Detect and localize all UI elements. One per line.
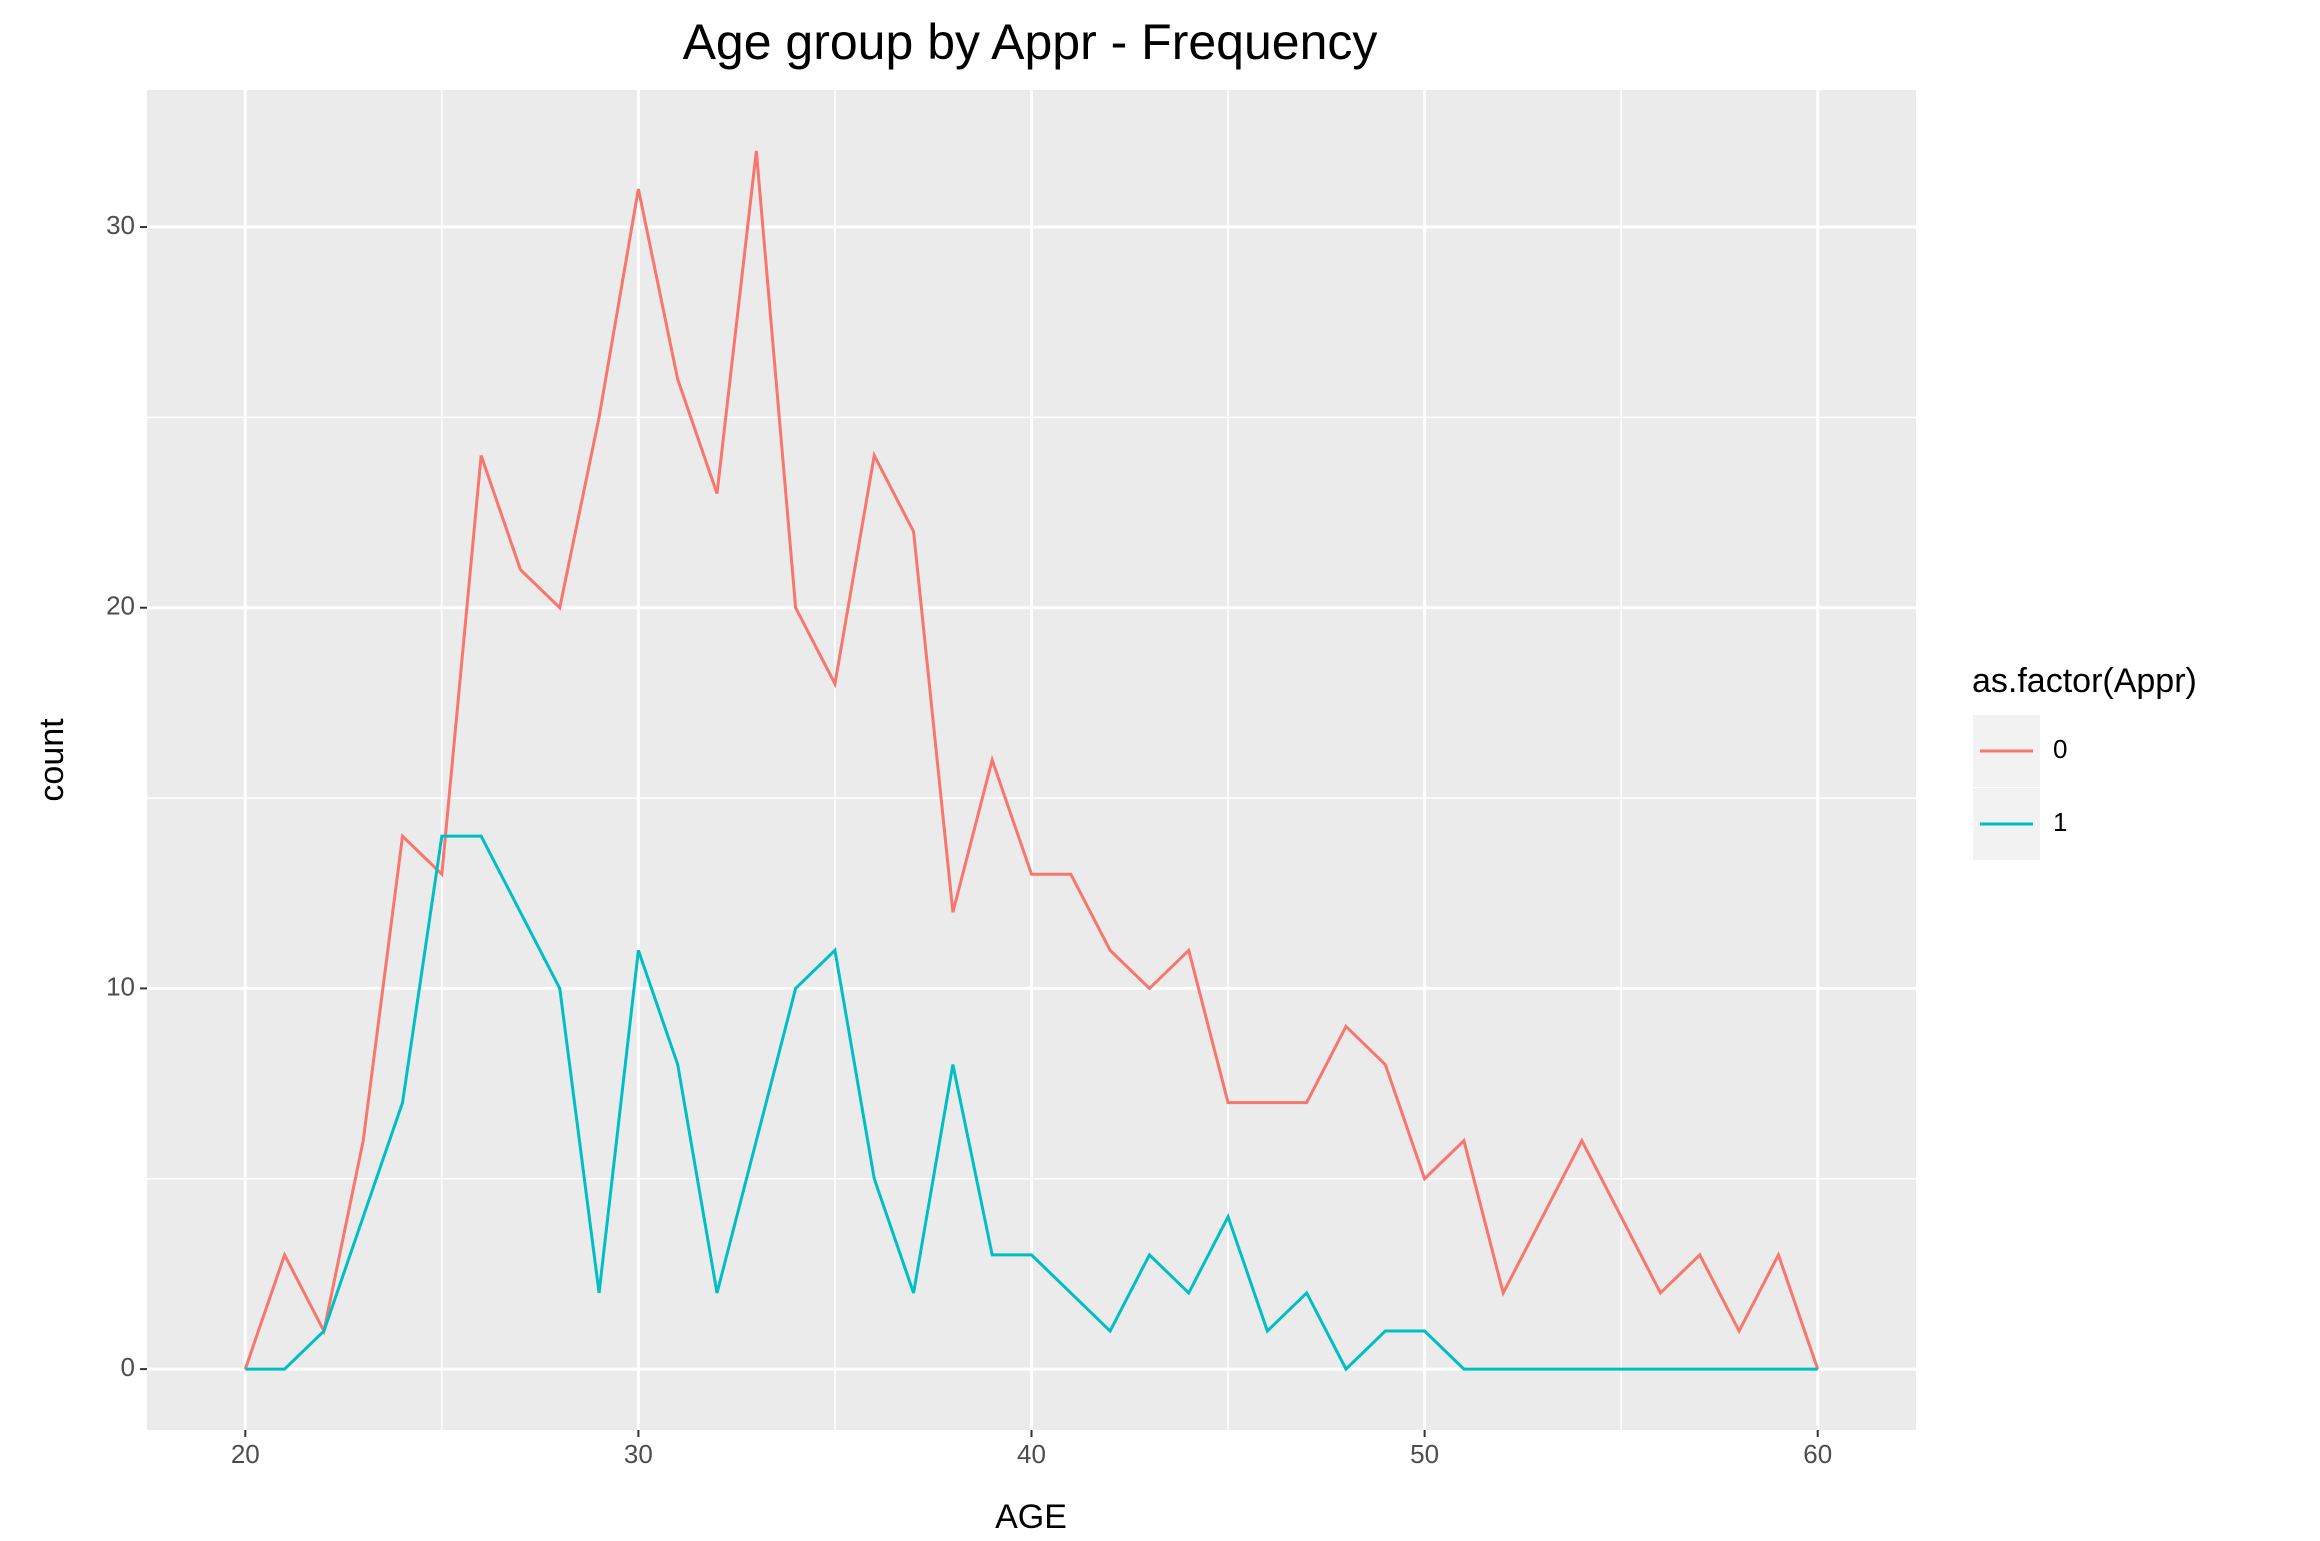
x-tick-label: 30	[624, 1439, 653, 1469]
y-tick-label: 30	[106, 210, 135, 240]
x-axis-title: AGE	[995, 1498, 1067, 1536]
x-tick-label: 60	[1803, 1439, 1832, 1469]
series-line	[243, 150, 1820, 1370]
y-tick-label: 10	[106, 971, 135, 1001]
x-tick-label: 20	[231, 1439, 260, 1469]
legend-label: 0	[2053, 734, 2067, 764]
legend-label: 1	[2053, 807, 2067, 837]
x-tick-label: 50	[1410, 1439, 1439, 1469]
x-tick-label: 40	[1017, 1439, 1046, 1469]
y-axis-title: count	[33, 718, 71, 802]
y-tick-label: 20	[106, 591, 135, 621]
legend-title: as.factor(Appr)	[1972, 662, 2197, 700]
y-tick-label: 0	[121, 1352, 135, 1382]
chart-title: Age group by Appr - Frequency	[683, 14, 1378, 70]
series-line	[245, 834, 1818, 1372]
